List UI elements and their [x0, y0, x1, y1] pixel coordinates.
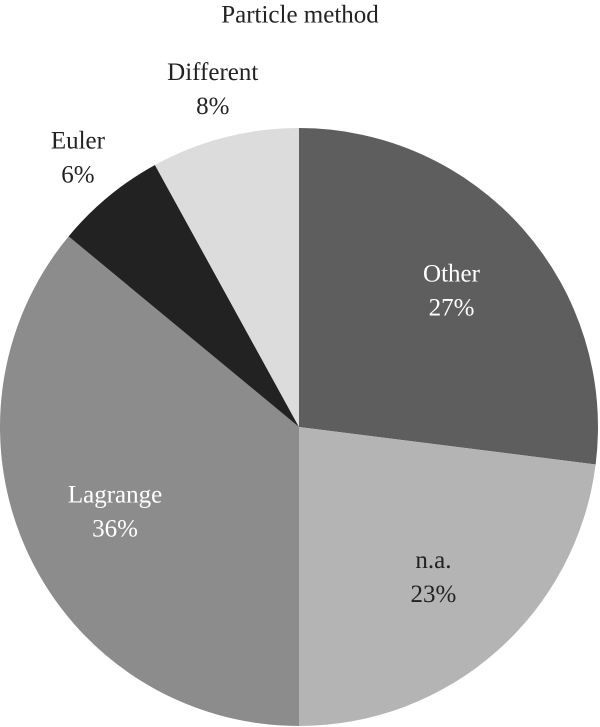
value-label: 27% — [429, 294, 475, 321]
value-label: 36% — [92, 515, 138, 542]
slice-label: n.a. — [415, 547, 451, 574]
pie-slice — [299, 427, 596, 726]
pie-slice — [299, 128, 598, 465]
slice-label: Other — [423, 260, 481, 287]
value-label: 23% — [411, 581, 457, 608]
value-label: 6% — [61, 161, 94, 188]
slice-label: Different — [167, 59, 258, 86]
pie-slice — [68, 164, 299, 427]
chart-title: Particle method — [221, 2, 379, 29]
slice-label: Lagrange — [68, 481, 162, 508]
pie-slice — [154, 128, 299, 427]
value-label: 8% — [196, 93, 229, 120]
pie-slice — [0, 236, 299, 726]
slice-label: Euler — [51, 127, 106, 154]
